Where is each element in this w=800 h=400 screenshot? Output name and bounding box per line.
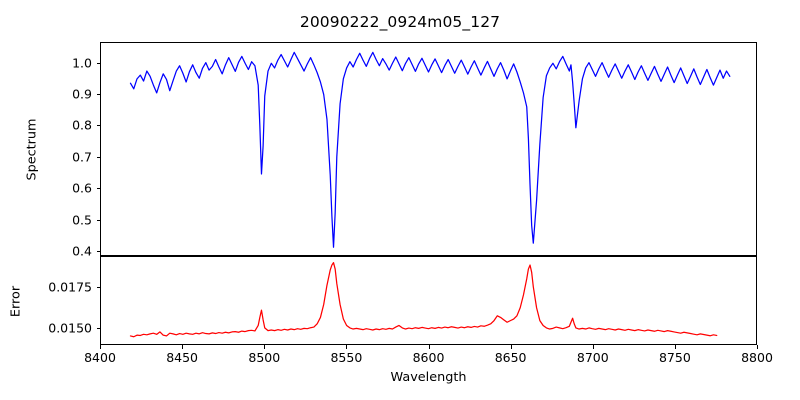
y-axis-label-spectrum: Spectrum: [24, 118, 40, 181]
error-series-line: [129, 262, 718, 338]
y-tick-label-spectrum: 0.8: [72, 117, 92, 133]
x-tick-mark: [428, 345, 430, 349]
y-tick-mark-spectrum: [96, 219, 100, 221]
x-tick-mark: [674, 345, 676, 349]
x-tick-mark: [757, 345, 759, 349]
x-tick-mark: [100, 345, 102, 349]
y-tick-mark-spectrum: [96, 125, 100, 127]
page-title: 20090222_0924m05_127: [299, 13, 501, 31]
y-tick-label-error: 0.0150: [48, 320, 92, 336]
x-tick-label: 8650: [494, 350, 527, 365]
x-tick-mark: [510, 345, 512, 349]
x-axis-label: Wavelength: [390, 370, 467, 385]
x-tick-label: 8600: [412, 350, 445, 365]
x-tick-label: 8800: [741, 350, 773, 365]
x-tick-label: 8550: [330, 350, 363, 365]
x-tick-mark: [264, 345, 266, 349]
x-tick-mark: [346, 345, 348, 349]
y-tick-label-spectrum: 0.4: [72, 243, 92, 259]
y-tick-label-spectrum: 0.5: [72, 212, 92, 228]
y-tick-label-spectrum: 0.6: [72, 180, 92, 196]
y-tick-mark-error: [96, 327, 100, 329]
y-tick-mark-spectrum: [96, 156, 100, 158]
y-tick-mark-spectrum: [96, 93, 100, 95]
y-tick-mark-spectrum: [96, 62, 100, 64]
x-tick-label: 8400: [84, 350, 116, 365]
y-tick-mark-error: [96, 286, 100, 288]
x-tick-label: 8450: [166, 350, 198, 365]
y-tick-mark-spectrum: [96, 251, 100, 253]
spectrum-series-line: [129, 51, 731, 248]
y-tick-label-spectrum: 1.0: [72, 55, 92, 70]
y-tick-label-error: 0.0175: [48, 279, 92, 294]
y-tick-label-spectrum: 0.9: [72, 86, 92, 102]
error-line-chart: [129, 262, 718, 338]
spectrum-plot-area: [100, 42, 757, 256]
x-tick-mark: [182, 345, 184, 349]
x-tick-label: 8750: [658, 350, 691, 365]
y-axis-label-error: Error: [8, 285, 24, 318]
x-tick-label: 8700: [576, 350, 609, 365]
error-plot-area: [100, 256, 757, 345]
y-tick-mark-spectrum: [96, 188, 100, 190]
spectrum-line-chart: [129, 51, 731, 248]
x-tick-mark: [592, 345, 594, 349]
y-tick-label-spectrum: 0.7: [72, 149, 92, 165]
x-tick-label: 8500: [248, 350, 281, 365]
